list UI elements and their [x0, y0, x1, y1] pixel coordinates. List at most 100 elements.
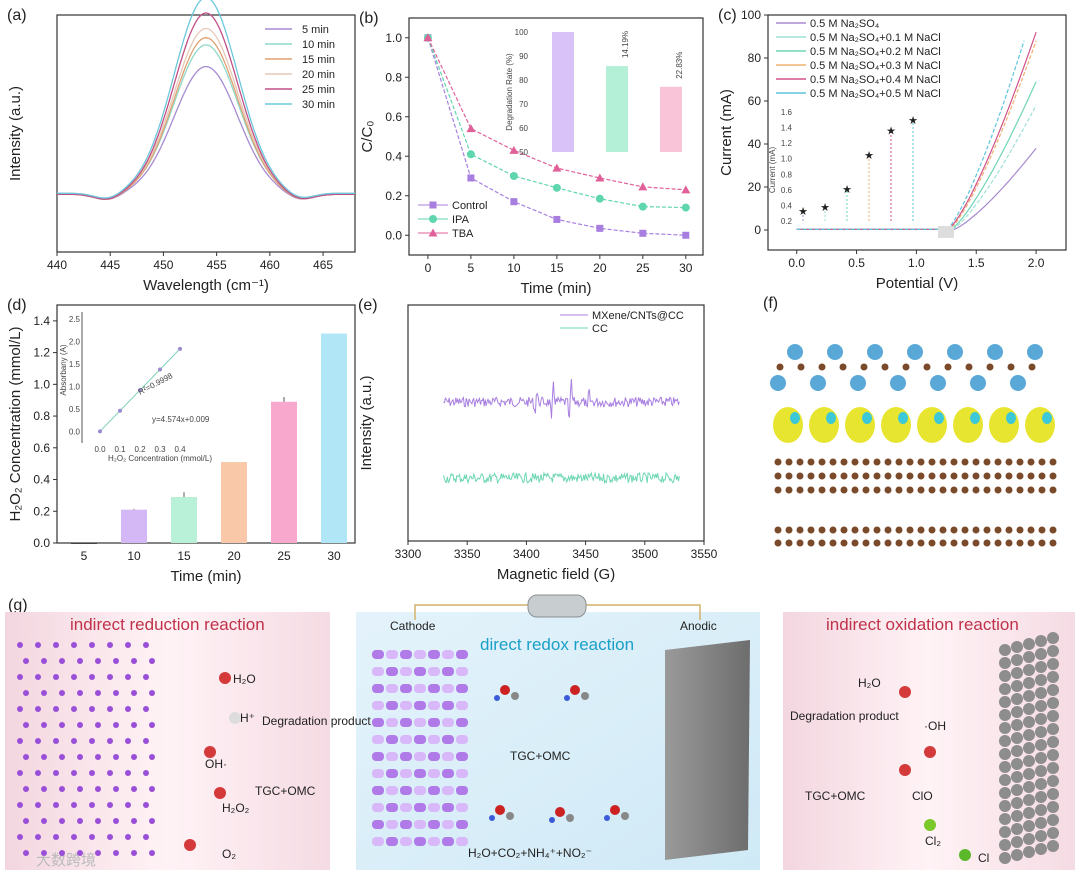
- panel-e-epr-chart: (e) Magnetic field (G) Intensity (a.u.) 330…: [358, 297, 718, 583]
- cnt-carbon-atom: [840, 458, 848, 466]
- y-tick-label: 1.4: [33, 314, 50, 328]
- anode-atom: [1023, 690, 1035, 702]
- charge-accumulation-blob: [917, 407, 947, 443]
- carbon-cloth-fiber: [386, 718, 398, 727]
- center-title: direct redox reaction: [480, 635, 634, 654]
- panel-label: (e): [358, 297, 378, 314]
- inset-y-tick-label: 1.0: [781, 155, 793, 164]
- mxene-cnt-atom: [95, 818, 101, 824]
- cnt-carbon-atom: [829, 458, 837, 466]
- anode-atom: [999, 761, 1011, 773]
- data-point-IPA: [638, 202, 647, 211]
- graphene-atom: [1038, 539, 1046, 547]
- carbon-cloth-fiber: [372, 650, 384, 659]
- inset-x-tick-label: 0.0: [94, 445, 106, 454]
- bar-20-min: [221, 462, 247, 543]
- x-tick-label: 0: [425, 261, 432, 275]
- cnt-carbon-atom: [1038, 458, 1046, 466]
- h2o2-label: H₂O₂: [222, 801, 250, 815]
- mxene-cnt-atom: [17, 674, 23, 680]
- cnt-carbon-atom: [818, 486, 826, 494]
- carbon-cloth-fiber: [372, 803, 384, 812]
- circuit-wire: [414, 604, 701, 620]
- legend-label: TBA: [452, 228, 474, 240]
- y-tick-label: 1.0: [33, 377, 50, 391]
- bar-30-min: [321, 333, 347, 543]
- cnt-carbon-atom: [961, 458, 969, 466]
- anode-atom: [1035, 700, 1047, 712]
- graphene-atom: [1049, 526, 1057, 534]
- inset-y-tick-label: 80: [519, 76, 528, 85]
- pollutant-atom: [604, 815, 610, 821]
- inset-equation: y=4.574x+0.009: [152, 415, 210, 424]
- pollutant-atom: [566, 814, 574, 822]
- cnt-carbon-atom: [1005, 472, 1013, 480]
- inset-y-tick-label: 0.6: [781, 186, 793, 195]
- mxene-cnt-atom: [71, 738, 77, 744]
- cnt-carbon-atom: [818, 458, 826, 466]
- inset-annotation: 14.19%: [621, 31, 630, 58]
- anode-atom: [1035, 804, 1047, 816]
- carbon-cloth-fiber: [386, 803, 398, 812]
- carbon-cloth-fiber: [400, 718, 412, 727]
- carbon-cloth-fiber: [400, 820, 412, 829]
- legend-label: CC: [592, 323, 608, 335]
- x-tick-label: 440: [47, 258, 67, 272]
- anode-atom: [1011, 797, 1023, 809]
- right-degradation-label: Degradation product: [790, 709, 899, 723]
- mxene-cnt-atom: [95, 786, 101, 792]
- mxene-cnt-atom: [149, 850, 155, 856]
- data-point-TBA: [595, 173, 605, 182]
- legend-label: 0.5 M Na₂SO₄: [810, 18, 880, 30]
- o2-label: O₂: [222, 847, 236, 861]
- cnt-carbon-atom: [917, 472, 925, 480]
- carbon-cloth-fiber: [386, 769, 398, 778]
- cnt-carbon-atom: [994, 458, 1002, 466]
- pollutant-atom: [621, 812, 629, 820]
- cnt-carbon-atom: [1016, 458, 1024, 466]
- inset-x-tick-label: 0.2: [134, 445, 146, 454]
- anode-atom: [1047, 814, 1059, 826]
- ti-atom: [970, 375, 986, 391]
- anode-atom: [1023, 768, 1035, 780]
- x-tick-label: 3450: [572, 547, 599, 561]
- x-tick-label: 3300: [395, 547, 422, 561]
- mxene-cnt-atom: [89, 706, 95, 712]
- pollutant-atom: [555, 807, 565, 817]
- x-tick-label: 0.0: [788, 256, 805, 270]
- data-point-TBA: [681, 185, 691, 194]
- panel-label: (d): [7, 297, 27, 314]
- mxene-cnt-atom: [131, 786, 137, 792]
- mxene-cnt-atom: [89, 642, 95, 648]
- panel-label: (a): [7, 7, 27, 24]
- ti-atom: [907, 344, 923, 360]
- carbon-cloth-fiber: [442, 650, 454, 659]
- cnt-carbon-atom: [807, 472, 815, 480]
- graphene-atom: [862, 539, 870, 547]
- right-oh-label: ·OH: [924, 719, 946, 733]
- cnt-carbon-atom: [774, 486, 782, 494]
- pollutant-atom: [495, 805, 505, 815]
- charge-accumulation-blob: [989, 407, 1019, 443]
- graphene-atom: [1016, 539, 1024, 547]
- cnt-carbon-atom: [994, 486, 1002, 494]
- cnt-carbon-atom: [873, 472, 881, 480]
- anode-atom: [1023, 651, 1035, 663]
- anode-atom: [999, 683, 1011, 695]
- graphene-atom: [829, 539, 837, 547]
- mxene-cnt-atom: [53, 642, 59, 648]
- mxene-cnt-atom: [149, 786, 155, 792]
- carbon-cloth-fiber: [386, 684, 398, 693]
- cnt-carbon-atom: [1016, 472, 1024, 480]
- clo-label: ClO: [912, 789, 933, 803]
- mxene-cnt-atom: [23, 658, 29, 664]
- graphene-atom: [994, 526, 1002, 534]
- data-point-Control: [682, 231, 690, 239]
- anode-atom: [1047, 658, 1059, 670]
- carbon-cloth-fiber: [442, 667, 454, 676]
- mxene-cnt-atom: [17, 642, 23, 648]
- cnt-carbon-atom: [950, 458, 958, 466]
- cnt-carbon-atom: [851, 472, 859, 480]
- legend-label: 0.5 M Na₂SO₄+0.4 M NaCl: [810, 74, 941, 86]
- x-tick-label: 30: [679, 261, 693, 275]
